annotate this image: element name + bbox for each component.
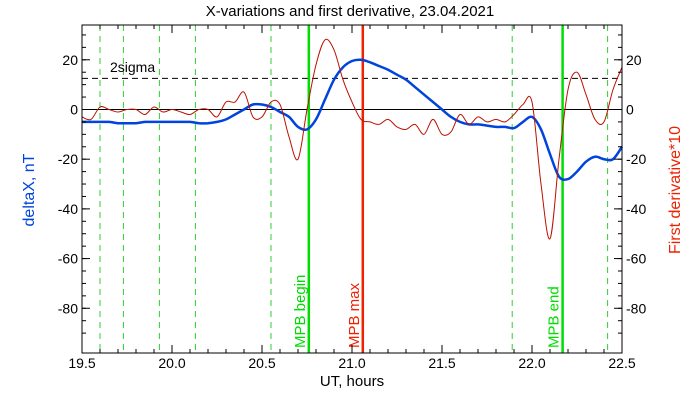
x-tick-label: 19.5 [68,355,95,371]
event-label: MPB max [346,282,363,348]
y-tick-label-left: 20 [62,52,78,68]
y-tick-label-right: -80 [626,300,646,316]
y-axis-label-right: First derivative*10 [667,126,684,254]
y-tick-label-left: -80 [58,300,78,316]
y-tick-label-right: -60 [626,251,646,267]
derivative-series-line [81,38,623,240]
x-axis-label: UT, hours [320,373,384,390]
sigma-label: 2sigma [110,59,155,75]
y-tick-label-right: 0 [626,101,634,117]
x-tick-label: 21.5 [428,355,455,371]
y-tick-label-left: -40 [58,201,78,217]
y-axis-label-left: deltaX, nT [21,153,38,226]
event-label: MPB end [546,286,563,348]
x-tick-label: 21.0 [338,355,365,371]
x-tick-label: 20.0 [158,355,185,371]
event-labels: MPB begin MPB max MPB end [292,275,563,348]
x-tick-label: 20.5 [248,355,275,371]
deltax-series-line [82,58,624,181]
event-label: MPB begin [292,275,309,348]
chart-title: X-variations and first derivative, 23.04… [206,3,495,20]
y-tick-label-left: 0 [70,101,78,117]
x-tick-label: 22.0 [518,355,545,371]
y-tick-label-left: -20 [58,151,78,167]
axes: 19.5 20.0 20.5 21.0 21.5 22.0 22.5 20 20 0 0 -20 -20… [58,25,646,371]
series-lines [81,38,624,240]
y-tick-label-right: -40 [626,201,646,217]
x-tick-label: 22.5 [608,355,635,371]
y-tick-label-right: 20 [626,52,642,68]
y-tick-label-left: -60 [58,251,78,267]
y-tick-label-right: -20 [626,151,646,167]
